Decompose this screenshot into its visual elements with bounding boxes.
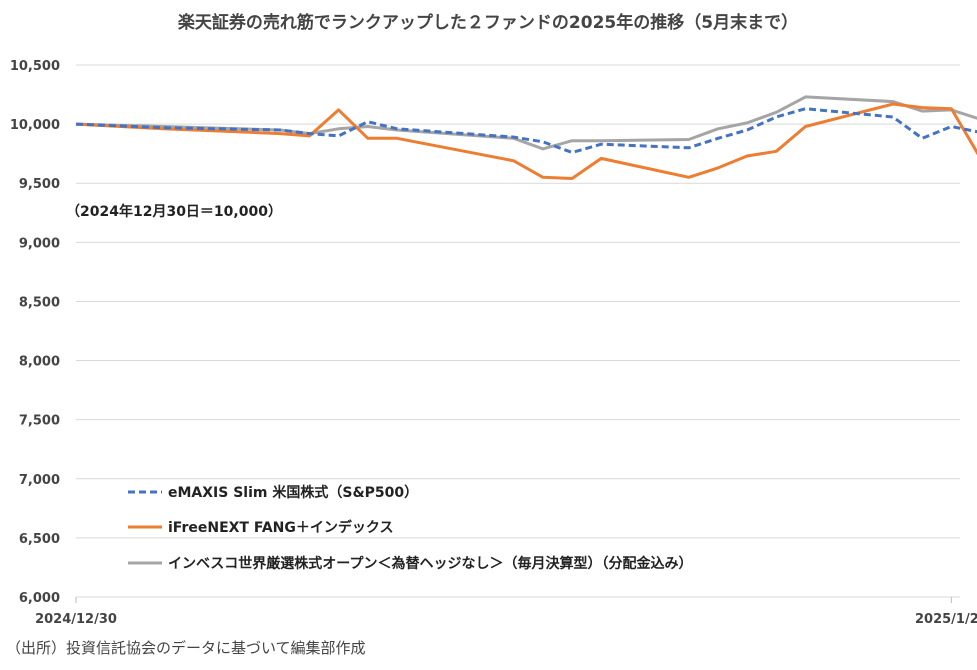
y-tick-label: 10,000 (10, 118, 60, 133)
x-tick-label: 2025/1/29 (915, 612, 977, 627)
series-line-1 (75, 102, 977, 180)
legend: eMAXIS Slim 米国株式（S&P500） iFreeNEXT FANG＋イ… (128, 484, 692, 572)
source-note: （出所）投資信託協会のデータに基づいて編集部作成 (6, 639, 366, 657)
y-tick-label: 6,000 (19, 591, 60, 606)
legend-label: iFreeNEXT FANG＋インデックス (168, 519, 393, 536)
x-tick-label: 2024/12/30 (35, 612, 117, 627)
y-tick-label: 6,500 (19, 532, 60, 547)
base-note: （2024年12月30日＝10,000） (66, 203, 282, 220)
chart-title: 楽天証券の売れ筋でランクアップした２ファンドの2025年の推移（5月末まで） (178, 12, 798, 33)
y-tick-label: 9,500 (19, 177, 60, 192)
y-tick-label: 7,500 (19, 414, 60, 429)
legend-label: eMAXIS Slim 米国株式（S&P500） (168, 484, 418, 501)
y-tick-label: 8,500 (19, 295, 60, 310)
y-axis-ticks: 6,000 6,500 7,000 7,500 8,000 8,500 9,000 9,500… (10, 59, 60, 606)
x-axis-ticks: 2024/12/302025/1/292025/2/282025/3/30202… (35, 597, 977, 627)
y-tick-label: 8,000 (19, 355, 60, 370)
series-lines (75, 95, 977, 180)
series-line-2 (75, 95, 977, 151)
y-tick-label: 9,000 (19, 236, 60, 251)
series-line-0 (75, 107, 977, 154)
legend-label: インベスコ世界厳選株式オープン＜為替ヘッジなし＞（毎月決算型）（分配金込み） (168, 555, 692, 572)
y-tick-label: 7,000 (19, 473, 60, 488)
gridlines (76, 64, 960, 598)
y-tick-label: 10,500 (10, 59, 60, 74)
